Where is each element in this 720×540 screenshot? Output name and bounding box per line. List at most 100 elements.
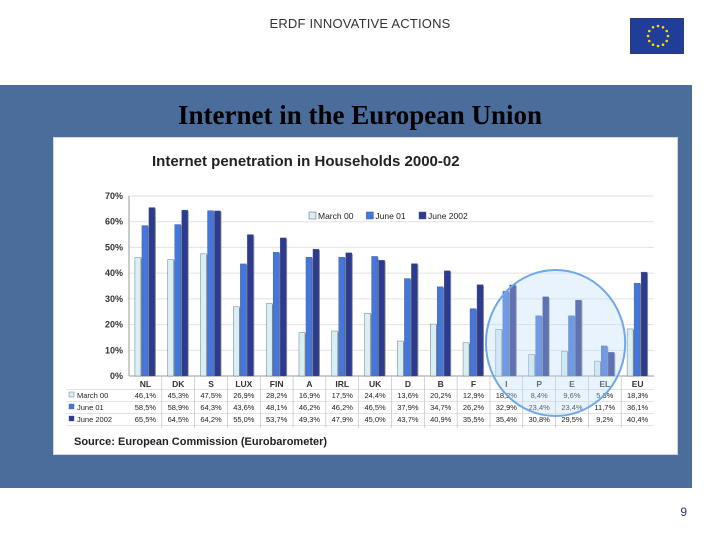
table-cell: 17,5% <box>332 391 354 400</box>
chart-area: Internet penetration in Households 2000-… <box>53 137 678 455</box>
table-series-name: March 00 <box>77 391 108 400</box>
x-tick-label: F <box>471 379 476 389</box>
bar <box>542 296 549 377</box>
table-cell: 47,5% <box>200 391 222 400</box>
table-cell: 37,9% <box>397 403 419 412</box>
bar <box>331 330 338 377</box>
y-tick-label: 60% <box>105 217 123 227</box>
y-tick-label: 40% <box>105 268 123 278</box>
bar <box>364 313 371 377</box>
table-cell: 43,7% <box>397 415 419 424</box>
bar <box>305 256 313 377</box>
bar <box>233 306 240 377</box>
bar <box>247 234 254 377</box>
x-tick-label: FIN <box>270 379 284 389</box>
table-cell: 58,5% <box>135 403 157 412</box>
x-tick-label: EU <box>632 379 644 389</box>
slide-title: Internet in the European Union <box>177 100 543 130</box>
table-cell: 43,6% <box>233 403 255 412</box>
table-cell: 35,4% <box>496 415 518 424</box>
table-cell: 55,0% <box>233 415 255 424</box>
chart-bars <box>134 207 649 377</box>
bar <box>476 284 484 377</box>
y-tick-label: 0% <box>110 371 123 381</box>
x-tick-label: D <box>405 379 411 389</box>
x-tick-label: IRL <box>335 379 349 389</box>
bar <box>200 253 207 377</box>
highlight-circle <box>484 269 627 417</box>
x-tick-label: A <box>306 379 312 389</box>
table-cell: 46,5% <box>364 403 386 412</box>
chart-title: Internet penetration in Households 2000-… <box>152 153 460 170</box>
table-cell: 53,7% <box>266 415 288 424</box>
x-tick-label: S <box>208 379 214 389</box>
bar <box>141 225 149 377</box>
y-tick-label: 50% <box>105 242 123 252</box>
bar <box>469 308 477 377</box>
x-tick-label: P <box>536 379 542 389</box>
x-tick-label: NL <box>140 379 151 389</box>
table-cell: 45,0% <box>364 415 386 424</box>
bar <box>404 278 411 377</box>
table-series-name: June 2002 <box>77 415 112 424</box>
legend-label: June 2002 <box>428 211 468 221</box>
bar <box>411 263 418 377</box>
bar <box>575 299 582 377</box>
x-tick-label: UK <box>369 379 382 389</box>
table-cell: 47,9% <box>332 415 354 424</box>
table-cell: 45,3% <box>168 391 190 400</box>
eu-flag-icon <box>630 18 684 54</box>
table-cell: 11,7% <box>594 403 615 412</box>
header-title: ERDF INNOVATIVE ACTIONS <box>269 16 451 31</box>
bar <box>535 315 542 377</box>
table-cell: 9,6% <box>563 391 580 400</box>
bar <box>338 256 345 377</box>
table-cell: 8,4% <box>531 391 548 400</box>
table-series-name: June 01 <box>77 403 104 412</box>
bar <box>240 263 247 377</box>
legend-swatch <box>366 211 374 220</box>
x-axis: NL DK S LUX FIN A IRL UK D B F I P E EL EU <box>140 376 644 428</box>
bar <box>601 345 608 377</box>
table-cell: 34,7% <box>430 403 452 412</box>
bar <box>148 207 156 377</box>
bar <box>167 259 174 377</box>
bar <box>265 303 273 377</box>
x-tick-label: LUX <box>235 379 252 389</box>
bar <box>371 256 378 377</box>
table-swatch <box>68 391 75 398</box>
y-tick-label: 70% <box>105 191 123 201</box>
y-tick-label: 10% <box>105 345 123 355</box>
bar <box>279 237 287 377</box>
chart-source: Source: European Commission (Eurobaromet… <box>74 436 327 448</box>
bar <box>640 271 648 377</box>
table-cell: 64,5% <box>168 415 190 424</box>
table-cell: 26,9% <box>233 391 255 400</box>
bar <box>312 249 320 377</box>
table-cell: 64,2% <box>200 415 222 424</box>
bar <box>633 282 641 377</box>
bar <box>345 252 352 377</box>
table-cell: 40,4% <box>627 415 649 424</box>
bar <box>437 286 444 377</box>
legend-swatch <box>308 211 317 220</box>
bar <box>174 224 181 377</box>
legend-label: March 00 <box>318 211 354 221</box>
bar <box>272 252 280 377</box>
legend-swatch <box>418 211 427 220</box>
table-swatch <box>68 403 75 410</box>
table-cell: 30,8% <box>529 415 551 424</box>
bar <box>594 360 601 377</box>
bar <box>430 323 437 377</box>
table-cell: 64,3% <box>200 403 222 412</box>
page-number: 9 <box>680 505 687 519</box>
table-cell: 65,5% <box>135 415 157 424</box>
legend-label: June 01 <box>375 211 406 221</box>
bar <box>568 315 575 377</box>
x-tick-label: I <box>505 379 507 389</box>
table-cell: 16,9% <box>299 391 321 400</box>
bar <box>378 260 385 377</box>
table-cell: 40,9% <box>430 415 452 424</box>
table-cell: 48,1% <box>266 403 288 412</box>
table-cell: 46,1% <box>135 391 157 400</box>
